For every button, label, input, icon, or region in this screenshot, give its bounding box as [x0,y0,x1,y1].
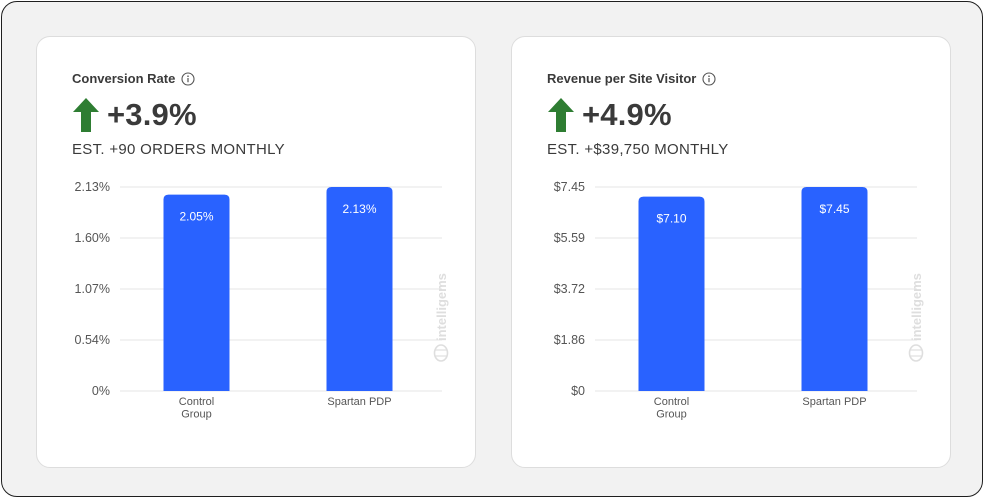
x-tick-label: Spartan PDP [327,396,391,408]
bar[interactable] [801,187,868,391]
intelligems-watermark: intelligems [433,273,449,362]
y-tick-label: 2.13% [75,180,110,194]
bar-data-label: $7.45 [819,202,849,216]
estimate-text: EST. +90 ORDERS MONTHLY [72,141,285,158]
y-tick-label: 1.60% [75,231,110,245]
info-icon[interactable] [181,71,195,86]
bar[interactable] [163,194,230,391]
y-tick-label: $0 [571,384,585,398]
bar-data-label: 2.05% [179,210,213,224]
conversion-rate-chart: 0% 0.54% 1.07% 1.60% 2.13% 2.05% Control Group 2… [75,180,449,421]
x-tick-label: Control Group [179,396,214,421]
card-title-text: Revenue per Site Visitor [547,71,697,86]
card-title: Conversion Rate [72,71,195,86]
card-title: Revenue per Site Visitor [547,71,716,86]
y-tick-label: 0.54% [75,333,110,347]
arrow-up-icon [548,98,574,132]
info-icon[interactable] [702,71,716,86]
revenue-per-visitor-chart: $0 $1.86 $3.72 $5.59 $7.45 $7.10 Control Group $… [554,180,924,421]
y-tick-label: $5.59 [554,231,585,245]
bar[interactable] [326,187,393,391]
estimate-text: EST. +$39,750 MONTHLY [547,141,729,158]
svg-text:intelligems: intelligems [434,273,449,341]
arrow-up-icon [73,98,99,132]
headline: +4.9% [548,97,672,133]
y-tick-label: $7.45 [554,180,585,194]
y-tick-label: $1.86 [554,333,585,347]
x-tick-label: Spartan PDP [802,396,866,408]
bar-data-label: 2.13% [342,202,376,216]
headline-value: +3.9% [107,97,197,132]
y-tick-label: 0% [92,384,110,398]
y-tick-label: 1.07% [75,282,110,296]
y-tick-label: $3.72 [554,282,585,296]
bar-data-label: $7.10 [656,212,686,226]
headline-value: +4.9% [582,97,672,132]
card-title-text: Conversion Rate [72,71,176,86]
svg-text:intelligems: intelligems [909,273,924,341]
conversion-rate-card: Conversion Rate +3.9% EST. +90 ORDERS MO… [36,36,476,468]
revenue-per-visitor-card: Revenue per Site Visitor +4.9% EST. +$39… [511,36,951,468]
intelligems-watermark: intelligems [908,273,924,362]
x-tick-label: Control Group [654,396,689,421]
bar[interactable] [638,196,705,391]
headline: +3.9% [73,97,197,133]
